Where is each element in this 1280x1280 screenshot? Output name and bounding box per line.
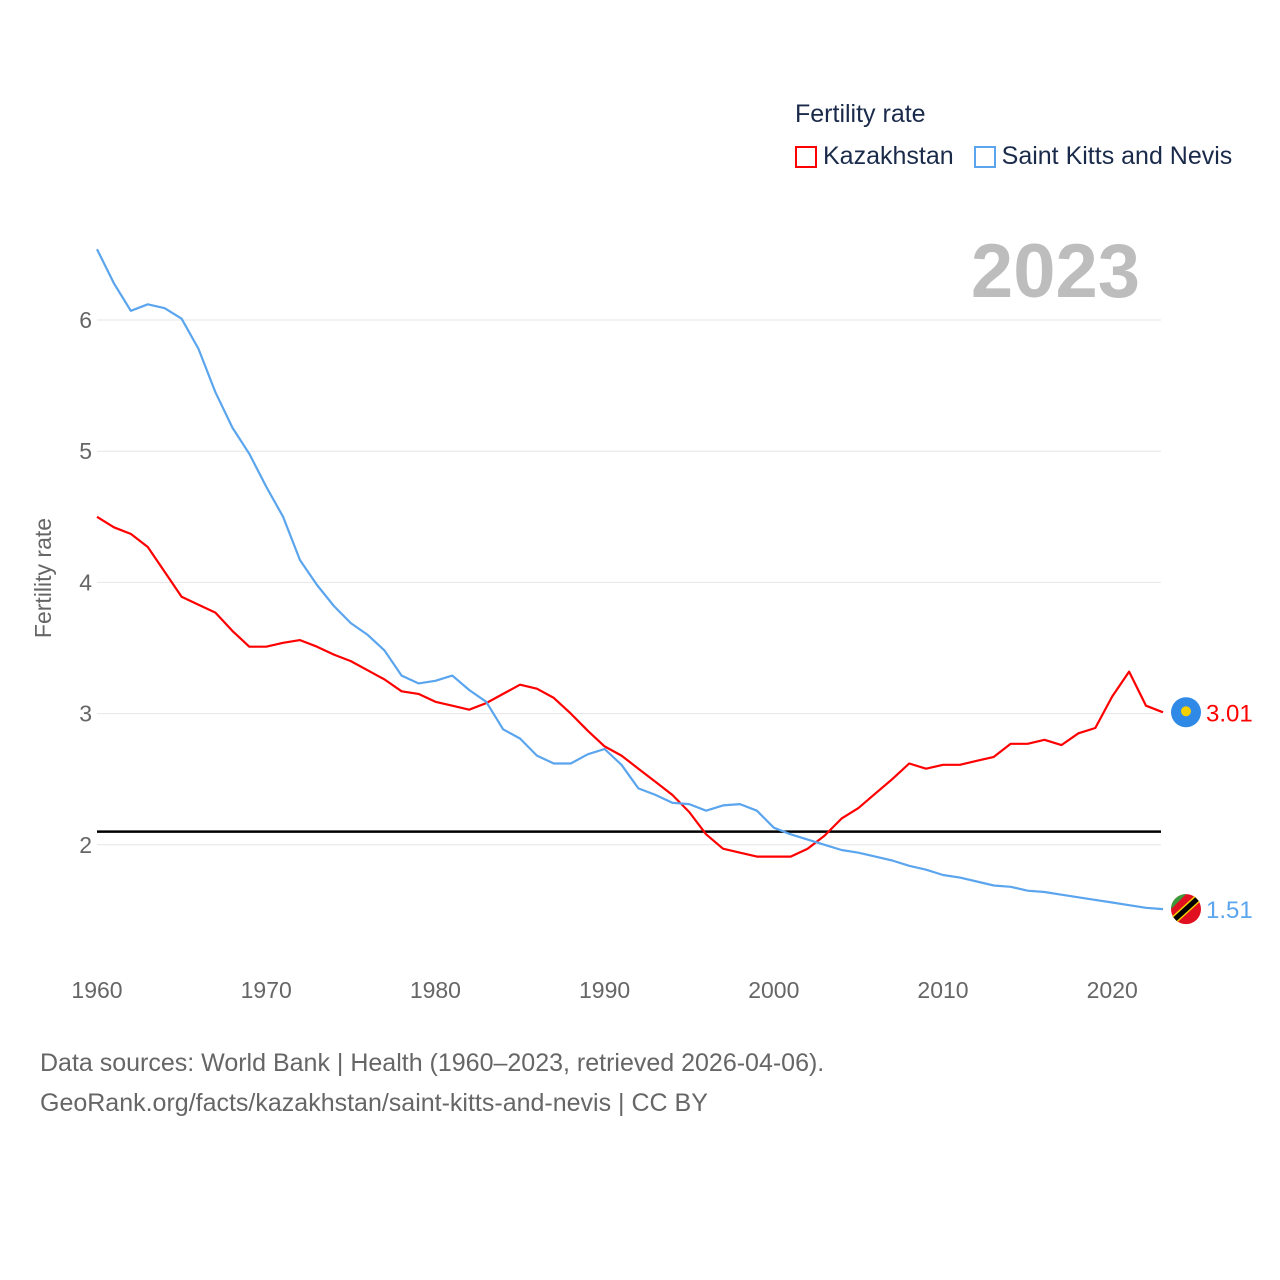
y-tick-label: 6 [79,307,92,333]
series-line-kazakhstan [96,515,1164,858]
y-tick-label: 3 [79,701,92,727]
x-tick-label: 2020 [1087,977,1138,1003]
y-tick-label: 4 [79,569,92,595]
legend-item-kazakhstan[interactable]: Kazakhstan [795,142,954,171]
x-tick-label: 1960 [71,977,122,1003]
legend-swatch [973,145,996,168]
legend-label: Kazakhstan [823,142,954,170]
x-tick-label: 2010 [917,977,968,1003]
x-tick-label: 1970 [241,977,292,1003]
end-value-label: 1.51 [1206,897,1253,924]
y-tick-label: 2 [79,832,92,858]
x-tick-label: 2000 [748,977,799,1003]
flag-band-black [1173,897,1199,921]
legend-title: Fertility rate [795,100,926,128]
y-axis-label: Fertility rate [30,518,56,638]
source-link[interactable]: GeoRank.org/facts/kazakhstan/saint-kitts… [40,1089,708,1117]
x-tick-label: 1990 [579,977,630,1003]
legend-label: Saint Kitts and Nevis [1001,142,1233,170]
x-tick-label: 1980 [410,977,461,1003]
flag-green [1171,894,1186,910]
legend-item-saint-kitts-and-nevis[interactable]: Saint Kitts and Nevis [973,142,1233,171]
legend: Kazakhstan Saint Kitts and Nevis [795,142,1232,171]
legend-swatch [795,145,817,168]
flag-sun [1181,706,1191,717]
data-sources: Data sources: World Bank | Health (1960–… [40,1049,825,1077]
footer: Data sources: World Bank | Health (1960–… [40,1043,824,1123]
series-line-saint-kitts-and-nevis [96,248,1164,911]
year-label: 2023 [970,229,1140,314]
end-value-label: 3.01 [1206,700,1253,727]
y-tick-label: 5 [79,438,92,464]
